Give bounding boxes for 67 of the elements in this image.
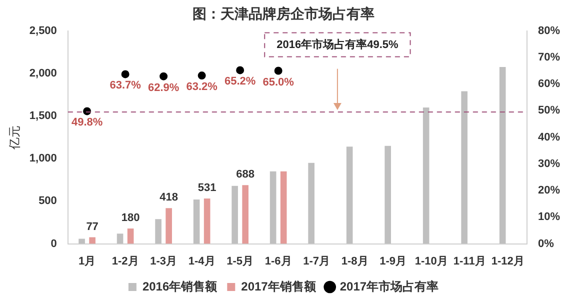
bar: [232, 186, 238, 244]
y2-tick-label: 30%: [538, 158, 560, 170]
bar: [155, 219, 162, 244]
bar: [270, 171, 276, 244]
bar: [422, 107, 430, 244]
data-label: 531: [198, 182, 216, 194]
x-tick-label: 1-6月: [264, 255, 292, 268]
annotation: 2016年市场占有率49.5%: [276, 38, 398, 51]
data-label: 63.2%: [186, 81, 218, 94]
y2-tick-label: 40%: [538, 131, 560, 144]
data-label: 418: [160, 192, 178, 204]
data-label: 63.7%: [110, 80, 142, 92]
y2-tick-label: 10%: [538, 211, 560, 224]
x-tick-label: 1-5月: [226, 255, 254, 268]
y-tick-label: 1,500: [29, 110, 57, 122]
y2-tick-label: 60%: [538, 78, 560, 90]
x-tick-label: 1-11月: [453, 255, 486, 268]
y-axis-title: 亿元: [8, 125, 22, 150]
bar: [116, 234, 124, 244]
legend-label: 2017年市场占有率: [340, 279, 439, 294]
data-label: 688: [236, 168, 255, 181]
data-label: 62.9%: [148, 82, 180, 94]
bar: [499, 67, 506, 244]
data-label: 49.8%: [71, 116, 103, 129]
point: [160, 72, 168, 80]
x-tick-label: 1-8月: [341, 255, 368, 268]
point: [198, 72, 206, 80]
data-label: 77: [86, 220, 98, 233]
x-tick-label: 1-12月: [491, 255, 524, 268]
y2-tick-label: 80%: [538, 24, 560, 37]
x-tick-label: 1-4月: [188, 255, 216, 268]
y2-tick-label: 70%: [538, 51, 560, 64]
bar: [89, 237, 96, 244]
bar: [204, 198, 210, 244]
y2-tick-label: 0%: [538, 238, 554, 250]
point: [236, 66, 244, 74]
bar: [280, 171, 287, 244]
y-tick-label: 1,000: [29, 152, 57, 165]
x-tick-label: 1月: [78, 255, 96, 268]
data-label: 65.2%: [224, 76, 256, 88]
bar: [308, 162, 314, 244]
data-label: 65.0%: [262, 76, 294, 88]
point: [274, 66, 282, 75]
y-tick-label: 500: [38, 195, 57, 208]
bar: [127, 228, 134, 244]
y2-tick-label: 50%: [538, 104, 560, 117]
data-label: 180: [121, 212, 140, 224]
bar: [166, 208, 172, 244]
y-tick-label: 2,500: [29, 24, 57, 37]
bar: [384, 146, 391, 244]
x-tick-label: 1-2月: [112, 255, 139, 268]
y-tick-label: 2,000: [29, 67, 57, 80]
y-tick-label: 0: [50, 238, 57, 250]
bar: [346, 146, 353, 244]
x-tick-label: 1-7月: [303, 255, 330, 268]
bar: [78, 238, 85, 244]
bar: [461, 91, 468, 244]
y2-tick-label: 20%: [538, 184, 560, 197]
bar: [242, 185, 248, 244]
point: [121, 70, 130, 78]
x-tick-label: 1-3月: [150, 255, 178, 268]
x-tick-label: 1-9月: [380, 255, 407, 268]
x-tick-label: 1-10月: [414, 255, 448, 268]
bar: [193, 199, 200, 244]
chart-title: 图：天津品牌房企市场占有率: [192, 5, 374, 22]
legend-label: 2016年销售额: [142, 279, 218, 294]
legend-label: 2017年销售额: [241, 279, 317, 294]
